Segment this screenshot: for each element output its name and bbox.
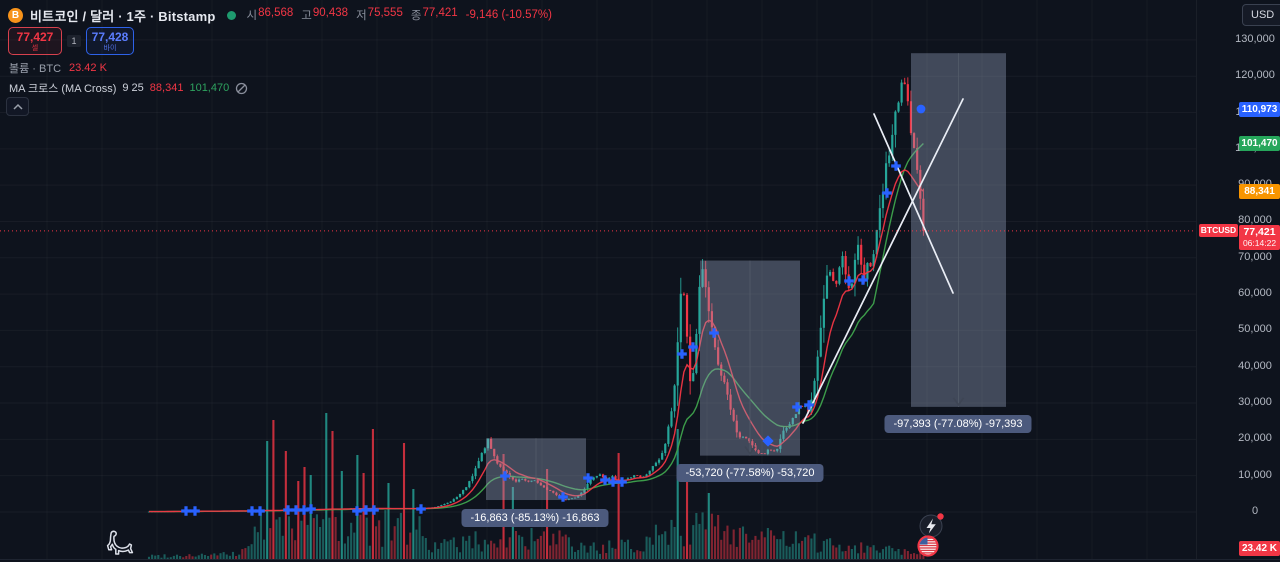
sell-label: 셀 [31, 44, 39, 52]
ma-cross-marker [369, 505, 379, 515]
events-lightning-icon [919, 513, 944, 538]
measure-label-3[interactable]: -97,393 (-77.08%) -97,393 [884, 415, 1032, 433]
buy-price: 77,428 [91, 29, 129, 44]
price-tick: 120,000 [1235, 69, 1275, 82]
last-price-value: 77,421 [1243, 225, 1276, 238]
ma-cross-marker [677, 349, 687, 359]
collapse-legend-button[interactable] [6, 97, 29, 116]
price-tick: 40,000 [1238, 359, 1272, 372]
price-tick: 10,000 [1238, 468, 1272, 481]
price-axis-border [1196, 0, 1197, 560]
ma-cross-marker [190, 506, 200, 516]
ma-cross-marker [762, 435, 774, 447]
symbol-title[interactable]: 비트코인 / 달러 · 1주 · Bitstamp [30, 8, 216, 24]
ma-cross-marker [844, 276, 854, 286]
chevron-up-icon [12, 103, 23, 110]
measure-label-2[interactable]: -53,720 (-77.58%) -53,720 [676, 464, 824, 482]
ma-cross-marker [247, 506, 257, 516]
ma-cross-marker [882, 188, 892, 198]
market-status-icon[interactable] [226, 10, 236, 20]
ma-cross-marker [891, 161, 901, 171]
low-label: 저 [356, 10, 367, 22]
ma-cross-marker [361, 505, 371, 515]
volume-legend[interactable]: 볼륨 · BTC 23.42 K [9, 60, 107, 76]
ma-fast-price-label: 88,341 [1239, 183, 1280, 199]
symbol-header: B 비트코인 / 달러 · 1주 · Bitstamp 시 86,568 고 90,… [8, 6, 552, 24]
spread-value: 1 [67, 35, 81, 47]
open-label: 시 [246, 10, 258, 22]
bitcoin-logo-icon: B [8, 7, 23, 23]
ma-cross-marker [352, 506, 362, 516]
ma-cross-marker [804, 400, 814, 410]
price-tick: 80,000 [1238, 214, 1272, 227]
price-tick: 0 [1251, 505, 1259, 517]
price-tick: 70,000 [1238, 250, 1272, 263]
high-value: 90,438 [312, 7, 349, 19]
ma-cross-marker [181, 506, 191, 516]
sell-price: 77,427 [16, 29, 54, 44]
volume-legend-title: 볼륨 · BTC [9, 63, 62, 75]
ma-cross-marker [306, 504, 316, 514]
time-axis-border [0, 559, 1280, 560]
currency-toggle-button[interactable]: USD [1242, 4, 1280, 26]
price-tick: 50,000 [1238, 323, 1272, 336]
ma-cross-marker [583, 473, 593, 483]
open-value: 86,568 [258, 7, 294, 19]
volume-legend-value: 23.42 K [69, 62, 107, 74]
ma-cross-marker [916, 104, 926, 114]
ma-cross-marker [283, 505, 293, 515]
price-tick: 20,000 [1238, 432, 1272, 445]
last-price-label: 77,421 06:14:22 [1239, 224, 1280, 250]
low-value: 75,555 [367, 7, 403, 19]
ma-legend-params: 9 25 [122, 82, 144, 94]
ma-cross-marker [688, 342, 698, 352]
ma-cross-marker [500, 471, 510, 481]
ohlc-row: 시 86,568 고 90,438 저 75,555 종 77,421 -9,146 (… [247, 7, 552, 23]
sell-button[interactable]: 77,427 셀 [8, 27, 62, 55]
ma-cross-marker [858, 275, 868, 285]
price-tick: 30,000 [1238, 396, 1272, 409]
close-value: 77,421 [422, 7, 458, 19]
ma-cross-marker [608, 477, 618, 487]
ma-cross-marker [617, 477, 627, 487]
ma-cross-marker [600, 475, 610, 485]
ma-cross-marker [255, 506, 265, 516]
price-tick: 60,000 [1238, 287, 1272, 300]
change-value: -9,146 (-10.57%) [465, 9, 552, 21]
ma-cross-marker [416, 504, 426, 514]
ma-cross-marker [291, 505, 301, 515]
hide-indicator-icon[interactable] [235, 82, 248, 95]
price-tick: 130,000 [1235, 32, 1275, 45]
symbol-price-tag: BTCUSD [1199, 224, 1238, 238]
ma-cross-legend[interactable]: MA 크로스 (MA Cross) 9 25 88,341 101,470 [9, 80, 248, 96]
ma-cross-marker [558, 492, 568, 502]
close-label: 종 [410, 10, 422, 22]
us-flag-event-icon [917, 535, 939, 557]
dino-cursor-icon [106, 530, 134, 555]
trendline-price-label: 110,973 [1239, 101, 1280, 117]
ma-fast-value: 88,341 [149, 82, 184, 94]
ma-cross-marker [709, 328, 719, 338]
buy-label: 바이 [103, 44, 117, 52]
buy-button[interactable]: 77,428 바이 [86, 27, 134, 55]
ma-slow-price-label: 101,470 [1239, 136, 1280, 151]
measure-label-1[interactable]: -16,863 (-85.13%) -16,863 [461, 509, 609, 527]
ma-slow-value: 101,470 [189, 82, 230, 94]
ma-cross-marker [299, 505, 309, 515]
volume-axis-label: 23.42 K [1239, 541, 1280, 556]
ma-legend-title: MA 크로스 (MA Cross) [9, 83, 117, 95]
high-label: 고 [301, 10, 312, 22]
trade-buttons: 77,427 셀 1 77,428 바이 [8, 27, 134, 55]
bar-countdown: 06:14:22 [1242, 237, 1277, 248]
ma-cross-marker [792, 402, 802, 412]
